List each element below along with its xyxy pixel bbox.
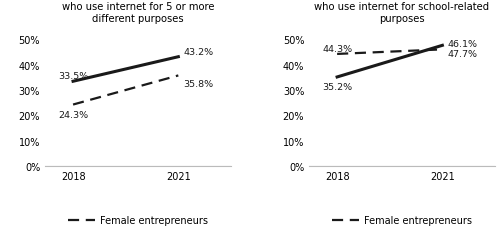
Title: Proportion of household members
who use internet for school-related
purposes: Proportion of household members who use …	[314, 0, 490, 24]
Legend: Female entrepreneurs, Male entrepreneurs: Female entrepreneurs, Male entrepreneurs	[68, 216, 208, 231]
Legend: Female entrepreneurs, Male entrepreneurs: Female entrepreneurs, Male entrepreneurs	[332, 216, 472, 231]
Text: 24.3%: 24.3%	[58, 110, 88, 119]
Text: 46.1%: 46.1%	[448, 40, 478, 49]
Text: 35.8%: 35.8%	[184, 80, 214, 89]
Text: 43.2%: 43.2%	[184, 47, 214, 56]
Text: 35.2%: 35.2%	[322, 83, 352, 92]
Text: 47.7%: 47.7%	[448, 50, 478, 59]
Title: Proportion of household members
who use internet for 5 or more
different purpose: Proportion of household members who use …	[54, 0, 222, 24]
Text: 33.5%: 33.5%	[58, 72, 88, 81]
Text: 44.3%: 44.3%	[322, 45, 352, 54]
